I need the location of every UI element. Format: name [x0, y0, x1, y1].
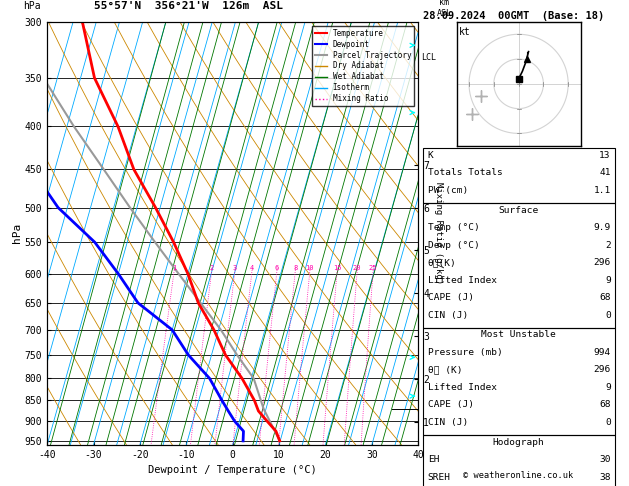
Text: 0: 0: [605, 418, 611, 427]
Text: 994: 994: [594, 348, 611, 357]
Text: Totals Totals: Totals Totals: [428, 168, 503, 177]
Text: kt: kt: [459, 27, 471, 37]
Text: 30: 30: [599, 455, 611, 465]
Text: 20: 20: [353, 265, 362, 271]
Text: Pressure (mb): Pressure (mb): [428, 348, 503, 357]
Text: θᴇ(K): θᴇ(K): [428, 258, 457, 267]
Text: LCL: LCL: [421, 53, 436, 62]
Text: 25: 25: [369, 265, 377, 271]
Text: 9.9: 9.9: [594, 223, 611, 232]
Text: 6: 6: [275, 265, 279, 271]
Text: 2: 2: [209, 265, 214, 271]
Text: 13: 13: [599, 151, 611, 160]
Text: 3: 3: [233, 265, 237, 271]
Text: 1.1: 1.1: [594, 186, 611, 195]
Text: 1: 1: [172, 265, 176, 271]
Text: km
ASL: km ASL: [437, 0, 452, 17]
Text: Surface: Surface: [499, 206, 538, 215]
Text: 68: 68: [599, 293, 611, 302]
Text: Lifted Index: Lifted Index: [428, 383, 497, 392]
Text: 0: 0: [605, 311, 611, 320]
Text: 10: 10: [306, 265, 314, 271]
X-axis label: Dewpoint / Temperature (°C): Dewpoint / Temperature (°C): [148, 465, 317, 475]
Text: 28.09.2024  00GMT  (Base: 18): 28.09.2024 00GMT (Base: 18): [423, 11, 604, 21]
Text: 9: 9: [605, 276, 611, 285]
Text: Temp (°C): Temp (°C): [428, 223, 479, 232]
Text: CAPE (J): CAPE (J): [428, 400, 474, 410]
Text: 68: 68: [599, 400, 611, 410]
Text: 296: 296: [594, 365, 611, 375]
Text: Dewp (°C): Dewp (°C): [428, 241, 479, 250]
Text: 296: 296: [594, 258, 611, 267]
Text: EH: EH: [428, 455, 439, 465]
Text: CIN (J): CIN (J): [428, 311, 468, 320]
Y-axis label: Mixing Ratio (g/kg): Mixing Ratio (g/kg): [434, 182, 443, 284]
Legend: Temperature, Dewpoint, Parcel Trajectory, Dry Adiabat, Wet Adiabat, Isotherm, Mi: Temperature, Dewpoint, Parcel Trajectory…: [312, 26, 415, 106]
Text: 4: 4: [250, 265, 254, 271]
Text: Most Unstable: Most Unstable: [481, 330, 556, 340]
Text: CAPE (J): CAPE (J): [428, 293, 474, 302]
Text: K: K: [428, 151, 433, 160]
Text: 8: 8: [293, 265, 298, 271]
Text: θᴇ (K): θᴇ (K): [428, 365, 462, 375]
Text: 55°57'N  356°21'W  126m  ASL: 55°57'N 356°21'W 126m ASL: [94, 1, 282, 11]
Text: © weatheronline.co.uk: © weatheronline.co.uk: [464, 471, 574, 480]
Text: Hodograph: Hodograph: [493, 438, 545, 447]
Y-axis label: hPa: hPa: [12, 223, 22, 243]
Text: Lifted Index: Lifted Index: [428, 276, 497, 285]
Text: SREH: SREH: [428, 473, 451, 482]
Text: hPa: hPa: [23, 1, 41, 11]
Text: PW (cm): PW (cm): [428, 186, 468, 195]
Text: 41: 41: [599, 168, 611, 177]
Text: CIN (J): CIN (J): [428, 418, 468, 427]
Text: 2: 2: [605, 241, 611, 250]
Text: 38: 38: [599, 473, 611, 482]
Text: 9: 9: [605, 383, 611, 392]
Text: 15: 15: [333, 265, 342, 271]
